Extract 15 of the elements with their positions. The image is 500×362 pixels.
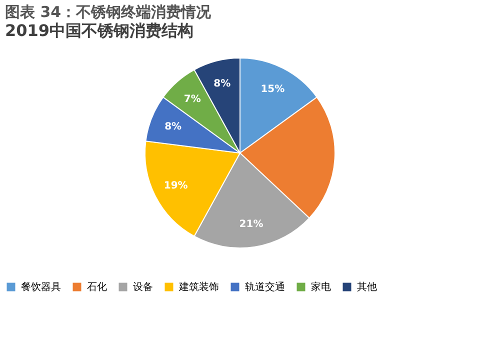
legend-label: 家电: [311, 281, 331, 293]
data-label: 8%: [164, 121, 182, 132]
chart-title: 图表 34：不锈钢终端消费情况: [5, 3, 212, 21]
legend-label: 餐饮器具: [21, 281, 61, 293]
legend-label: 其他: [357, 281, 377, 293]
data-label: 8%: [214, 78, 231, 90]
legend-label: 轨道交通: [245, 281, 285, 293]
data-label: 21%: [239, 219, 264, 230]
data-label: 15%: [260, 84, 285, 95]
legend-label: 石化: [87, 281, 107, 293]
legend-label: 建筑装饰: [178, 281, 219, 293]
data-label: 19%: [164, 180, 188, 192]
chart-subtitle: 2019中国不锈钢消费结构: [5, 21, 194, 40]
data-label: 7%: [184, 94, 201, 105]
legend-label: 设备: [133, 281, 153, 293]
